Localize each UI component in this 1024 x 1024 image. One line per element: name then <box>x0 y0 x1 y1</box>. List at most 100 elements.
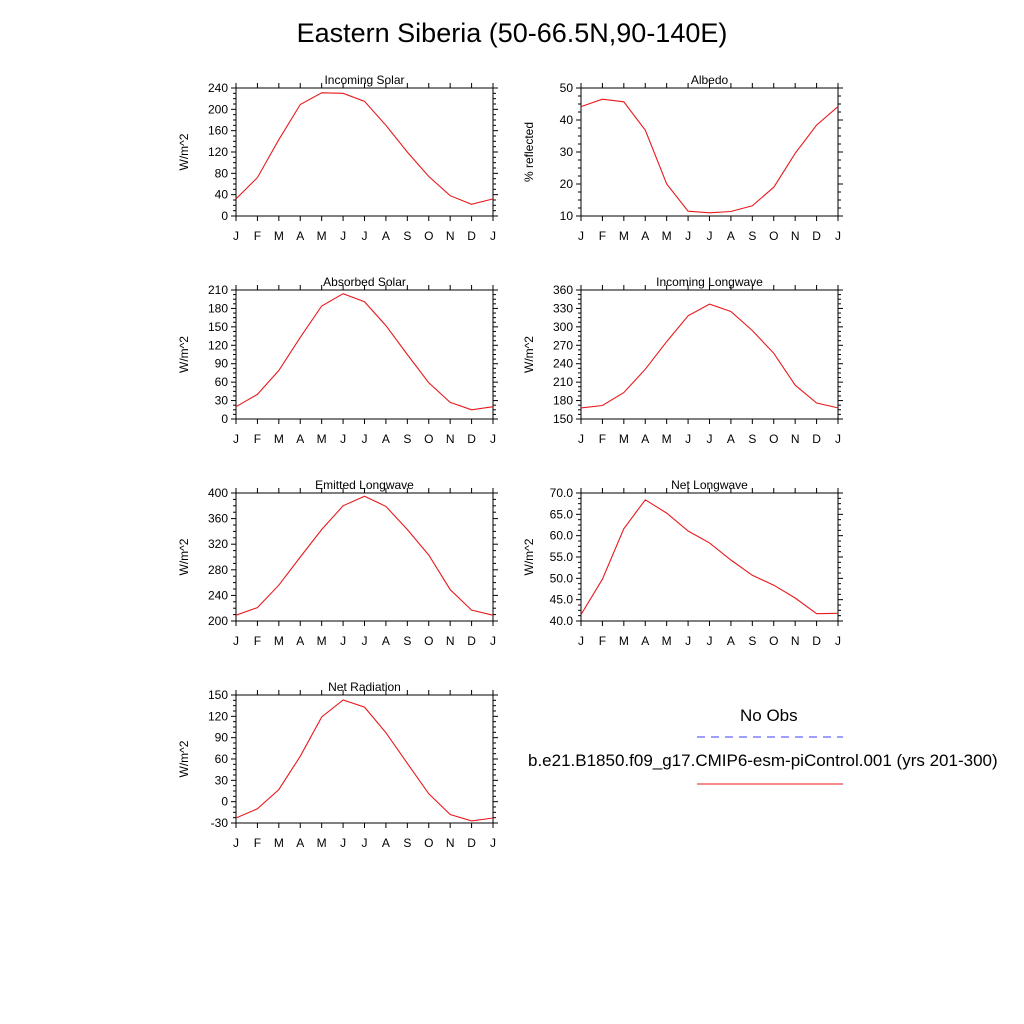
x-tick-label: M <box>317 432 327 446</box>
x-tick-label: J <box>490 229 496 243</box>
panel-title: Incoming Longwave <box>656 275 763 289</box>
x-tick-label: J <box>578 634 584 648</box>
x-tick-label: M <box>619 229 629 243</box>
panel-title: Emitted Longwave <box>315 478 414 492</box>
y-tick-label: 150 <box>553 412 573 426</box>
x-tick-label: M <box>662 634 672 648</box>
plot-frame <box>235 694 494 824</box>
x-tick-label: A <box>296 229 304 243</box>
y-tick-label: 40 <box>215 188 229 202</box>
x-tick-label: F <box>254 432 261 446</box>
x-tick-label: J <box>233 432 239 446</box>
y-tick-label: 30 <box>560 145 574 159</box>
y-tick-label: 270 <box>553 338 573 352</box>
x-tick-label: N <box>791 432 800 446</box>
plot-frame <box>235 492 494 622</box>
figure-title: Eastern Siberia (50-66.5N,90-140E) <box>296 18 728 48</box>
y-tick-label: 320 <box>208 537 228 551</box>
x-tick-label: J <box>835 229 841 243</box>
series-line <box>580 499 839 615</box>
y-tick-label: 300 <box>553 320 573 334</box>
x-tick-label: D <box>467 432 476 446</box>
x-tick-label: N <box>446 836 455 850</box>
x-tick-label: J <box>685 634 691 648</box>
y-tick-label: 60 <box>215 375 229 389</box>
y-tick-label: 0 <box>221 795 228 809</box>
x-tick-label: J <box>362 634 368 648</box>
legend-model-label: b.e21.B1850.f09_g17.CMIP6-esm-piControl.… <box>528 751 998 770</box>
y-tick-label: 30 <box>215 773 229 787</box>
x-tick-label: O <box>424 229 433 243</box>
x-tick-label: A <box>641 229 649 243</box>
x-tick-label: F <box>254 836 261 850</box>
x-tick-label: O <box>424 836 433 850</box>
series-line <box>235 495 494 616</box>
x-tick-label: J <box>362 432 368 446</box>
y-tick-label: 240 <box>553 357 573 371</box>
y-tick-label: 150 <box>208 320 228 334</box>
x-tick-label: J <box>340 432 346 446</box>
y-tick-label: 120 <box>208 145 228 159</box>
x-tick-label: M <box>619 634 629 648</box>
x-tick-label: A <box>296 432 304 446</box>
series-line <box>235 293 494 411</box>
chart-panel-3: Incoming Longwave W/m^2 150 180 210 240 270 300… <box>522 275 843 446</box>
x-tick-label: D <box>467 836 476 850</box>
x-tick-label: J <box>685 229 691 243</box>
y-axis-label: % reflected <box>522 122 536 182</box>
plot-frame <box>235 289 494 420</box>
x-tick-label: J <box>835 634 841 648</box>
y-axis-label: W/m^2 <box>177 740 191 777</box>
y-tick-label: 210 <box>553 375 573 389</box>
y-tick-label: 45.0 <box>550 593 574 607</box>
x-tick-label: J <box>707 229 713 243</box>
chart-panel-4: Emitted Longwave W/m^2 200 240 280 320 360 400 J… <box>177 478 498 648</box>
panel-title: Net Longwave <box>671 478 748 492</box>
x-tick-label: A <box>641 634 649 648</box>
y-tick-label: 120 <box>208 338 228 352</box>
x-tick-label: N <box>446 432 455 446</box>
panel-title: Net Radiation <box>328 680 401 694</box>
y-tick-label: 240 <box>208 81 228 95</box>
series-line <box>580 303 839 409</box>
x-tick-label: O <box>769 229 778 243</box>
x-tick-label: A <box>296 836 304 850</box>
x-tick-label: F <box>254 229 261 243</box>
x-tick-label: D <box>812 634 821 648</box>
x-tick-label: A <box>296 634 304 648</box>
y-tick-label: 400 <box>208 486 228 500</box>
y-tick-label: 180 <box>553 394 573 408</box>
x-tick-label: F <box>254 634 261 648</box>
x-tick-label: M <box>662 432 672 446</box>
x-tick-label: J <box>490 836 496 850</box>
y-tick-label: 40 <box>560 113 574 127</box>
y-tick-label: 280 <box>208 563 228 577</box>
x-tick-label: O <box>424 634 433 648</box>
series-line <box>235 92 494 205</box>
y-tick-label: 60 <box>215 752 229 766</box>
x-tick-label: S <box>748 229 756 243</box>
x-tick-label: N <box>791 229 800 243</box>
panel-title: Albedo <box>691 73 729 87</box>
y-tick-label: 360 <box>553 283 573 297</box>
y-tick-label: 30 <box>215 394 229 408</box>
x-tick-label: O <box>769 634 778 648</box>
y-tick-label: 90 <box>215 731 229 745</box>
y-axis-label: W/m^2 <box>177 538 191 575</box>
x-tick-label: A <box>727 432 735 446</box>
y-tick-label: 200 <box>208 614 228 628</box>
x-tick-label: M <box>619 432 629 446</box>
x-tick-label: S <box>748 432 756 446</box>
x-tick-label: J <box>835 432 841 446</box>
x-tick-label: D <box>812 432 821 446</box>
y-tick-label: 50.0 <box>550 571 574 585</box>
x-tick-label: S <box>403 229 411 243</box>
y-tick-label: 360 <box>208 512 228 526</box>
y-tick-label: 40.0 <box>550 614 574 628</box>
legend-obs-label: No Obs <box>740 706 798 725</box>
x-tick-label: J <box>707 634 713 648</box>
x-tick-label: J <box>490 634 496 648</box>
x-tick-label: D <box>812 229 821 243</box>
